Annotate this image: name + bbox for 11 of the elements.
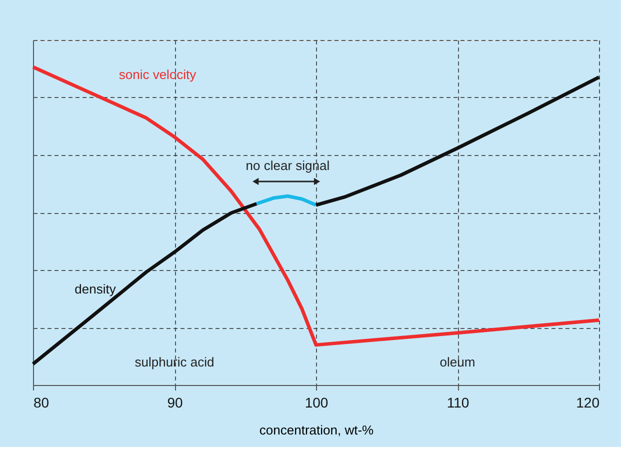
x-tick-label: 120	[576, 394, 600, 410]
series-label: density	[74, 282, 116, 297]
series-label: sonic velocity	[118, 66, 197, 82]
x-tick-label: 90	[167, 394, 183, 410]
annotation: oleum	[440, 354, 476, 370]
annotation: sulphuric acid	[134, 354, 214, 370]
annotation: no clear signal	[246, 158, 330, 173]
x-tick-label: 100	[304, 394, 328, 410]
x-axis-title: concentration, wt-%	[259, 422, 374, 438]
x-tick-label: 80	[34, 394, 50, 410]
x-tick-label: 110	[446, 394, 470, 410]
